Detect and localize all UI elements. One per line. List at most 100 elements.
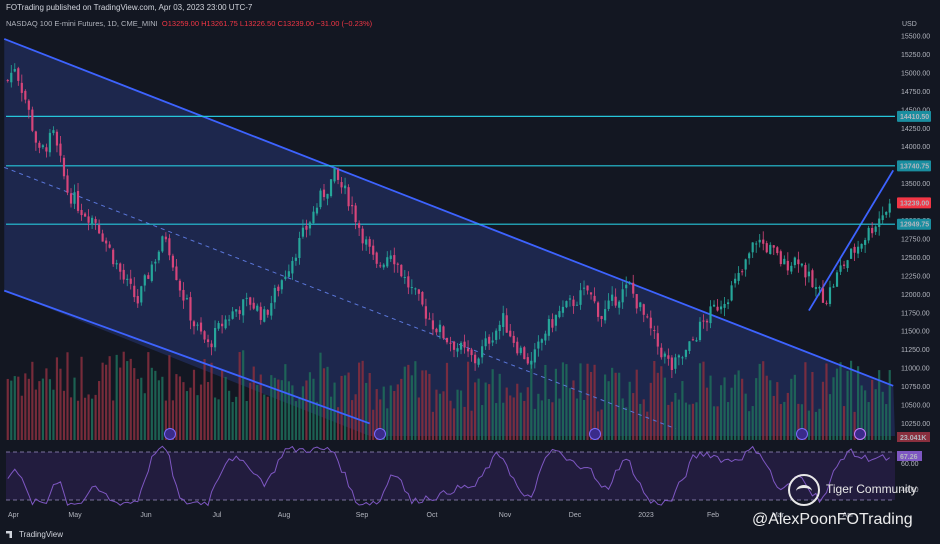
candle-body: [878, 218, 881, 227]
volume-bar: [340, 375, 343, 440]
candle-body: [435, 328, 438, 333]
volume-bar: [712, 406, 716, 440]
volume-bar: [582, 399, 586, 440]
volume-bar: [888, 370, 891, 440]
volume-bar: [516, 383, 519, 440]
candle-body: [639, 302, 642, 308]
level-tag: 13740.75: [900, 163, 929, 170]
volume-bar: [755, 378, 758, 440]
candle-body: [867, 227, 870, 241]
candle-body: [674, 357, 677, 369]
candle-body: [646, 316, 649, 318]
rsi-tick: 40.00: [901, 487, 919, 494]
volume-bar: [13, 376, 16, 440]
candle-body: [481, 346, 484, 358]
volume-bar: [621, 398, 624, 440]
volume-bar: [431, 411, 435, 440]
tradingview-brand[interactable]: TradingView: [6, 530, 63, 539]
candle-body: [607, 300, 610, 309]
candle-body: [561, 306, 565, 313]
volume-bar: [653, 360, 656, 440]
volume-bar: [213, 397, 217, 440]
candle-body: [874, 226, 877, 232]
volume-bar: [305, 380, 308, 440]
candle-body: [871, 227, 874, 234]
volume-bar: [572, 380, 575, 440]
level-tag-bg: [897, 218, 931, 230]
volume-bar: [842, 406, 846, 440]
candle-body: [403, 277, 406, 279]
candle-body: [13, 69, 16, 72]
volume-bar: [372, 409, 375, 440]
candle-body: [161, 236, 164, 252]
candle-body: [192, 321, 196, 327]
volume-bar: [442, 391, 445, 440]
time-tick: Mar: [772, 512, 785, 519]
candle-body: [438, 324, 442, 333]
candle-body: [431, 320, 435, 330]
candle-body: [758, 239, 761, 243]
price-tick: 11500.00: [901, 329, 930, 336]
volume-bar: [797, 403, 800, 440]
candle-body: [400, 264, 403, 277]
candle-body: [196, 324, 199, 326]
candle-body: [312, 211, 315, 224]
channel-upper-line: [3, 38, 894, 387]
last-price-tag-bg: [897, 197, 931, 209]
candle-body: [175, 266, 178, 281]
volume-bar: [885, 404, 888, 440]
volume-bar: [741, 378, 744, 440]
candle-body: [702, 320, 705, 322]
volume-bar: [505, 387, 508, 440]
candle-body: [484, 338, 487, 347]
volume-bar: [445, 362, 449, 440]
volume-bar: [245, 400, 248, 440]
candle-body: [825, 302, 828, 304]
volume-bar: [639, 403, 642, 440]
volume-bar: [108, 356, 111, 440]
volume-bar: [565, 364, 568, 440]
candle-body: [656, 333, 659, 347]
volume-bar: [221, 370, 224, 440]
volume-bar: [783, 401, 786, 440]
candle-body: [351, 205, 354, 207]
volume-bar: [48, 379, 52, 440]
volume-bar: [551, 402, 554, 440]
volume-bar: [424, 370, 427, 440]
volume-bar: [150, 367, 153, 440]
volume-bar: [259, 374, 262, 440]
candle-body: [108, 244, 111, 248]
candle-body: [575, 304, 579, 306]
candle-body: [523, 347, 526, 360]
change-value: −31.00 (−0.23%): [316, 19, 373, 28]
volume-bar: [463, 406, 466, 440]
candle-body: [621, 289, 624, 303]
candle-body: [688, 341, 691, 351]
volume-bar: [105, 364, 108, 440]
candle-body: [119, 263, 122, 272]
volume-bar: [811, 372, 814, 440]
candle-body: [818, 287, 821, 289]
candle-body: [126, 278, 129, 280]
volume-bar: [291, 385, 294, 440]
volume-bar: [751, 406, 754, 440]
candle-body: [41, 145, 44, 148]
candle-body: [684, 349, 688, 357]
volume-bar: [157, 380, 160, 440]
volume-bar: [343, 375, 347, 440]
volume-bar: [231, 401, 234, 440]
price-tick: 14750.00: [901, 89, 930, 96]
candle-body: [582, 287, 586, 289]
volume-bar: [31, 361, 34, 440]
price-tick: 14250.00: [901, 126, 930, 133]
volume-bar: [579, 363, 582, 440]
author-watermark: @AlexPoonFOTrading: [752, 511, 913, 528]
candle-body: [632, 282, 635, 294]
candle-body: [495, 330, 498, 340]
volume-bar: [98, 381, 101, 440]
volume-bar: [705, 387, 709, 440]
volume-bar: [730, 387, 733, 440]
volume-bar: [593, 364, 596, 440]
candle-body: [888, 203, 891, 213]
price-chart[interactable]: USD 15500.00 15250.00 15000.00 14750.00 14500…: [0, 0, 940, 526]
